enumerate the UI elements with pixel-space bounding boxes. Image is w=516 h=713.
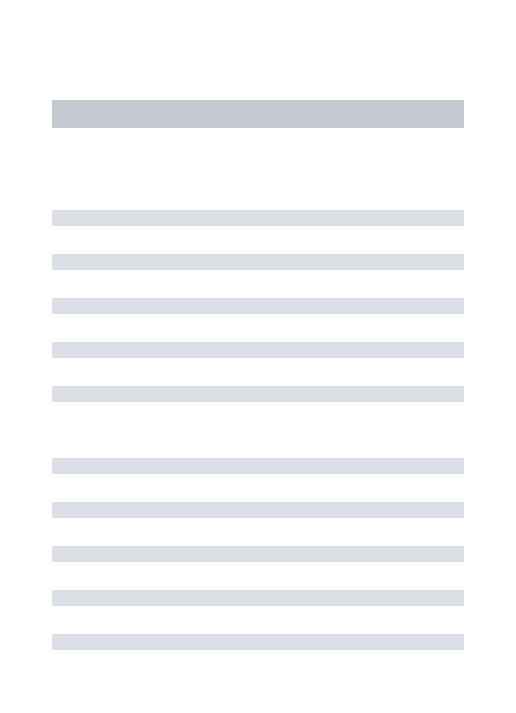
skeleton-line — [52, 502, 464, 518]
skeleton-line — [52, 546, 464, 562]
skeleton-line — [52, 458, 464, 474]
skeleton-line — [52, 298, 464, 314]
skeleton-container — [0, 0, 516, 702]
skeleton-line — [52, 634, 464, 650]
skeleton-group-1 — [52, 210, 464, 402]
skeleton-line — [52, 210, 464, 226]
skeleton-line — [52, 386, 464, 402]
skeleton-line — [52, 342, 464, 358]
skeleton-line — [52, 254, 464, 270]
skeleton-group-2 — [52, 458, 464, 650]
skeleton-line — [52, 590, 464, 606]
skeleton-header-bar — [52, 100, 464, 128]
